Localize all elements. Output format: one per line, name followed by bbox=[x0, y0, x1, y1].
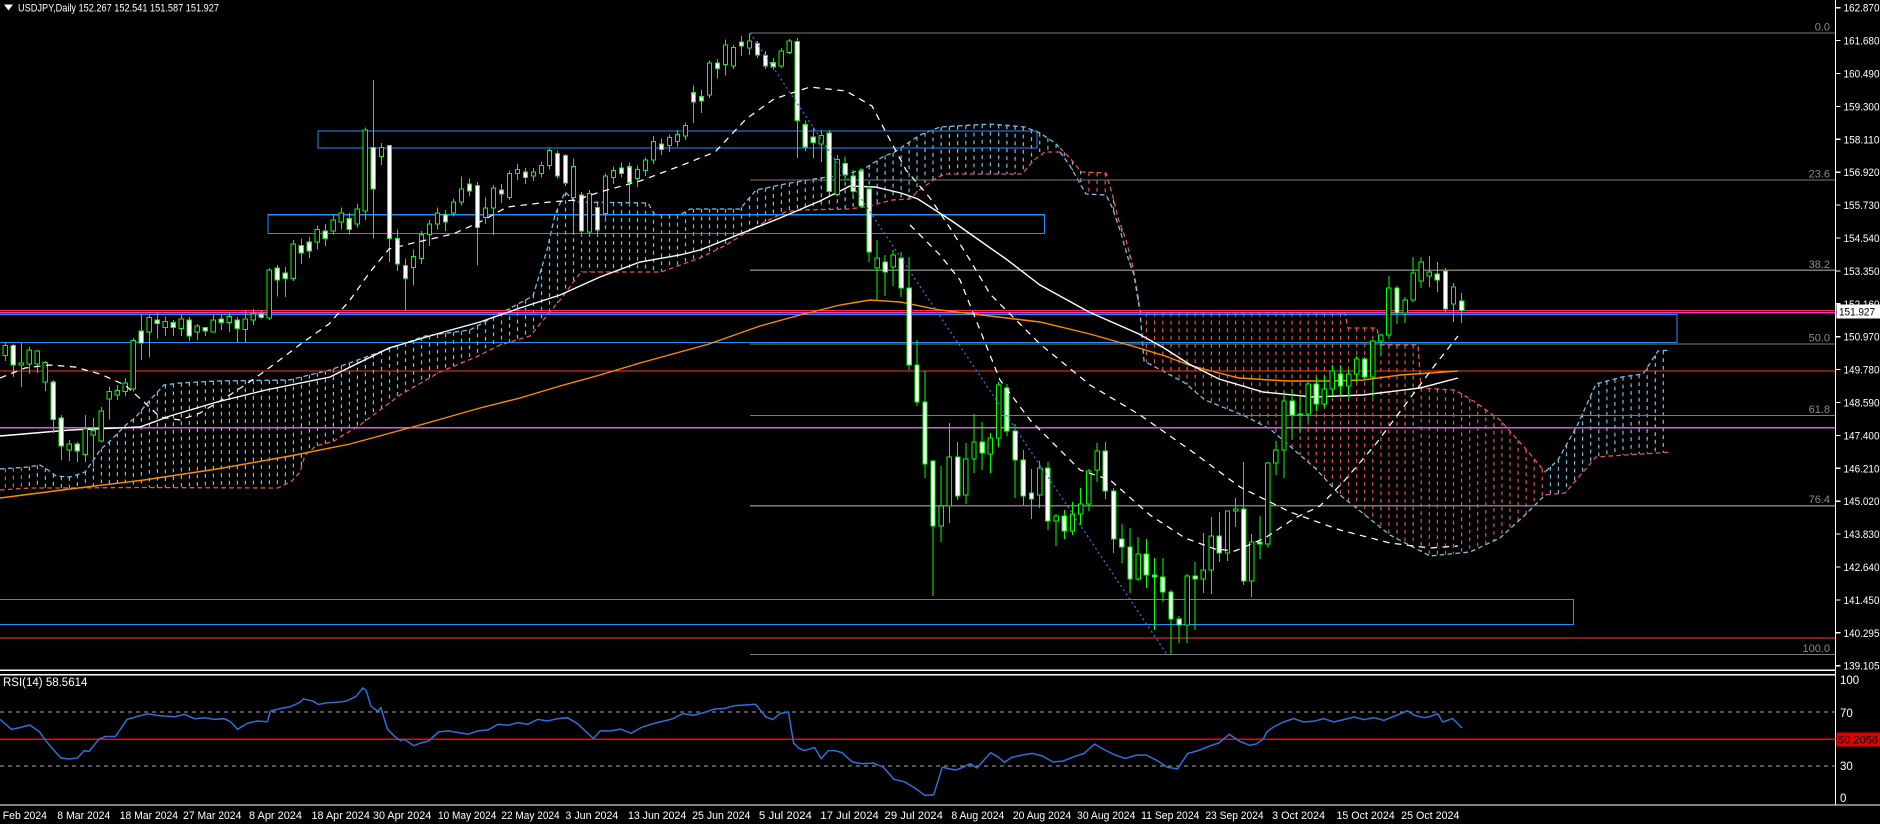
svg-text:23 Sep 2024: 23 Sep 2024 bbox=[1205, 810, 1263, 822]
svg-text:11 Sep 2024: 11 Sep 2024 bbox=[1141, 810, 1199, 822]
svg-text:154.540: 154.540 bbox=[1844, 233, 1880, 245]
svg-text:50.2058: 50.2058 bbox=[1838, 735, 1878, 747]
svg-text:158.110: 158.110 bbox=[1844, 134, 1880, 146]
svg-text:141.450: 141.450 bbox=[1844, 595, 1880, 607]
svg-text:8 Aug 2024: 8 Aug 2024 bbox=[951, 810, 1004, 822]
svg-text:151.927: 151.927 bbox=[1839, 307, 1875, 319]
svg-text:5 Jul 2024: 5 Jul 2024 bbox=[759, 810, 812, 822]
svg-text:0: 0 bbox=[1840, 793, 1846, 805]
svg-text:149.780: 149.780 bbox=[1844, 365, 1880, 377]
svg-text:30 Apr 2024: 30 Apr 2024 bbox=[373, 810, 431, 822]
svg-text:145.020: 145.020 bbox=[1844, 496, 1880, 508]
svg-text:150.970: 150.970 bbox=[1844, 332, 1880, 344]
svg-text:142.640: 142.640 bbox=[1844, 562, 1880, 574]
svg-text:13 Jun 2024: 13 Jun 2024 bbox=[628, 810, 686, 822]
svg-text:17 Jul 2024: 17 Jul 2024 bbox=[820, 810, 878, 822]
svg-text:USDJPY,Daily 152.267 152.541: USDJPY,Daily 152.267 152.541 151.587 151… bbox=[18, 3, 219, 15]
svg-text:146.210: 146.210 bbox=[1844, 463, 1880, 475]
svg-text:10 May 2024: 10 May 2024 bbox=[438, 810, 496, 822]
svg-text:3 Jun 2024: 3 Jun 2024 bbox=[565, 810, 618, 822]
svg-text:162.870: 162.870 bbox=[1844, 3, 1880, 15]
svg-text:30: 30 bbox=[1840, 761, 1853, 773]
svg-text:160.490: 160.490 bbox=[1844, 69, 1880, 81]
svg-text:RSI(14) 58.5614: RSI(14) 58.5614 bbox=[3, 677, 88, 689]
svg-text:20 Aug 2024: 20 Aug 2024 bbox=[1013, 810, 1071, 822]
svg-text:23.6: 23.6 bbox=[1809, 169, 1830, 181]
svg-text:25 Jun 2024: 25 Jun 2024 bbox=[692, 810, 750, 822]
svg-text:153.350: 153.350 bbox=[1844, 266, 1880, 278]
svg-text:76.4: 76.4 bbox=[1809, 494, 1830, 506]
svg-text:8 Mar 2024: 8 Mar 2024 bbox=[57, 810, 110, 822]
svg-text:147.400: 147.400 bbox=[1844, 430, 1880, 442]
svg-text:38.2: 38.2 bbox=[1809, 259, 1830, 271]
svg-text:8 Apr 2024: 8 Apr 2024 bbox=[249, 810, 302, 822]
svg-text:18 Apr 2024: 18 Apr 2024 bbox=[312, 810, 370, 822]
svg-text:139.105: 139.105 bbox=[1844, 661, 1880, 673]
svg-text:27 Mar 2024: 27 Mar 2024 bbox=[183, 810, 241, 822]
svg-text:100.0: 100.0 bbox=[1802, 643, 1830, 655]
svg-text:61.8: 61.8 bbox=[1809, 404, 1830, 416]
svg-text:143.830: 143.830 bbox=[1844, 529, 1880, 541]
svg-text:18 Mar 2024: 18 Mar 2024 bbox=[120, 810, 178, 822]
svg-text:29 Jul 2024: 29 Jul 2024 bbox=[885, 810, 943, 822]
svg-text:156.920: 156.920 bbox=[1844, 167, 1880, 179]
svg-text:25 Oct 2024: 25 Oct 2024 bbox=[1401, 810, 1459, 822]
svg-text:70: 70 bbox=[1840, 708, 1853, 720]
svg-text:22 May 2024: 22 May 2024 bbox=[501, 810, 559, 822]
svg-text:148.590: 148.590 bbox=[1844, 398, 1880, 410]
svg-text:30 Aug 2024: 30 Aug 2024 bbox=[1077, 810, 1135, 822]
svg-text:50.0: 50.0 bbox=[1809, 333, 1830, 345]
svg-text:100: 100 bbox=[1840, 675, 1859, 687]
svg-text:159.300: 159.300 bbox=[1844, 101, 1880, 113]
svg-text:3 Oct 2024: 3 Oct 2024 bbox=[1272, 810, 1325, 822]
svg-text:7 Feb 2024: 7 Feb 2024 bbox=[0, 810, 47, 822]
svg-text:140.295: 140.295 bbox=[1844, 628, 1880, 640]
svg-text:0.0: 0.0 bbox=[1815, 22, 1830, 34]
svg-text:15 Oct 2024: 15 Oct 2024 bbox=[1336, 810, 1394, 822]
svg-text:161.680: 161.680 bbox=[1844, 36, 1880, 48]
svg-text:155.730: 155.730 bbox=[1844, 200, 1880, 212]
